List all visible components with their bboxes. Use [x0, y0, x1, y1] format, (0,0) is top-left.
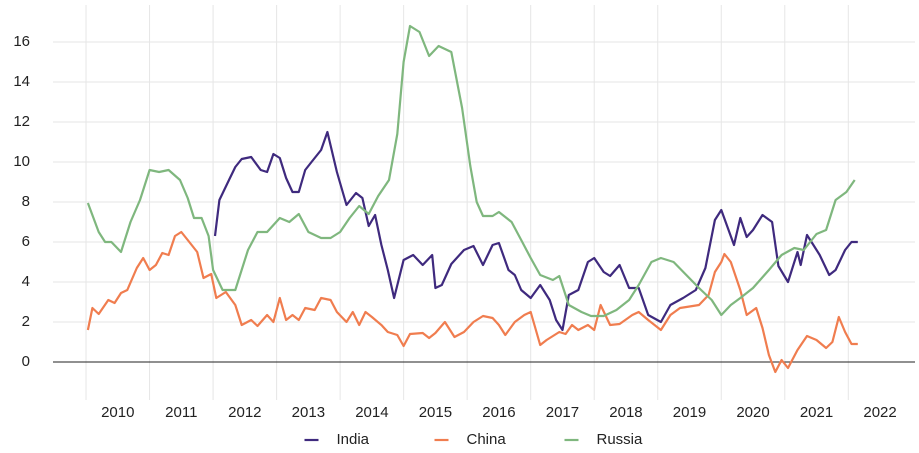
x-tick-label: 2020 [736, 404, 769, 421]
series-line [86, 24, 856, 318]
y-tick-label: 16 [13, 33, 30, 50]
series-line [86, 230, 858, 374]
x-tick-label: 2016 [482, 404, 515, 421]
x-tick-label: 2021 [800, 404, 833, 421]
x-tick-label: 2018 [609, 404, 642, 421]
series-line [213, 130, 858, 332]
x-tick-label: 2012 [228, 404, 261, 421]
x-tick-label: 2014 [355, 404, 388, 421]
x-tick-label: 2011 [165, 404, 197, 421]
legend-label: Russia [597, 431, 644, 448]
y-tick-label: 8 [22, 193, 30, 210]
x-tick-label: 2017 [546, 404, 579, 421]
legend-label: China [467, 431, 507, 448]
y-tick-label: 6 [22, 233, 30, 250]
x-tick-label: 2019 [673, 404, 706, 421]
y-tick-label: 10 [13, 153, 30, 170]
y-tick-label: 14 [13, 73, 30, 90]
x-tick-label: 2015 [419, 404, 452, 421]
x-tick-label: 2013 [292, 404, 325, 421]
y-tick-label: 4 [22, 273, 30, 290]
y-tick-label: 2 [22, 313, 30, 330]
y-tick-label: 0 [22, 353, 30, 370]
y-tick-label: 12 [13, 113, 30, 130]
x-tick-label: 2022 [863, 404, 896, 421]
legend-label: India [337, 431, 370, 448]
x-tick-label: 2010 [101, 404, 134, 421]
